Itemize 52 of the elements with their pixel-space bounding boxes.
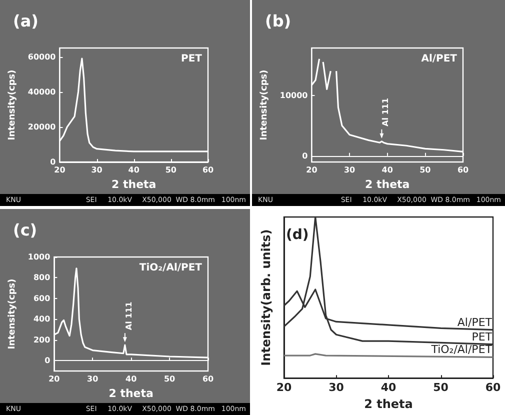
chart-title: (a) bbox=[13, 12, 38, 30]
x-tick-label: 50 bbox=[164, 374, 176, 384]
annotation: Al 111 bbox=[124, 301, 134, 330]
y-axis-title: Intensity(arb. units) bbox=[259, 229, 273, 366]
x-tick-label: 20 bbox=[54, 166, 66, 174]
x-tick-label: 40 bbox=[126, 374, 138, 384]
x-tick-label: 60 bbox=[485, 381, 501, 394]
x-tick-label: 40 bbox=[128, 166, 140, 174]
x-tick-label: 30 bbox=[344, 166, 356, 174]
x-tick-label: 40 bbox=[380, 381, 396, 394]
x-tick-label: 20 bbox=[276, 381, 292, 394]
y-tick-label: 10000 bbox=[280, 90, 308, 100]
x-tick-label: 50 bbox=[165, 166, 177, 174]
x-tick-label: 50 bbox=[433, 381, 449, 394]
y-axis-title: Intensity(cps) bbox=[8, 70, 18, 140]
y-tick-label: 800 bbox=[33, 273, 51, 282]
y-tick-label: 60000 bbox=[28, 52, 56, 62]
y-tick-label: 0 bbox=[50, 158, 56, 166]
y-tick-label: 600 bbox=[33, 294, 51, 303]
text: TiO₂/Al/PET bbox=[139, 262, 202, 274]
x-tick-label: 20 bbox=[48, 374, 60, 384]
series-label: TiO₂/Al/PET bbox=[430, 343, 492, 356]
x-tick-label: 30 bbox=[91, 166, 103, 174]
x-tick-label: 40 bbox=[382, 166, 394, 174]
x-tick-label: 30 bbox=[328, 381, 344, 394]
annotation: Al 111 bbox=[381, 98, 390, 126]
text: (d) bbox=[286, 227, 309, 243]
y-tick-label: 1000 bbox=[28, 252, 51, 262]
x-tick-label: 20 bbox=[306, 166, 318, 174]
y-tick-label: 200 bbox=[33, 335, 51, 344]
x-tick-label: 50 bbox=[420, 166, 432, 174]
y-axis-title: Intensity(cps) bbox=[260, 70, 270, 140]
y-tick-label: 400 bbox=[33, 314, 51, 324]
y-tick-label: 20000 bbox=[28, 122, 56, 132]
series-label: Al/PET bbox=[457, 316, 492, 329]
y-axis-title: Intensity(cps) bbox=[8, 278, 18, 350]
y-tick-label: 40000 bbox=[28, 87, 56, 96]
x-axis-title: 2 theta bbox=[364, 397, 413, 411]
x-axis-title: 2 theta bbox=[112, 178, 156, 191]
x-tick-label: 60 bbox=[202, 166, 214, 174]
text: PET bbox=[181, 54, 202, 64]
text: Al/PET bbox=[421, 54, 458, 64]
chart-title: (b) bbox=[265, 12, 292, 30]
x-tick-label: 60 bbox=[457, 166, 469, 174]
chart-title: (c) bbox=[13, 220, 38, 240]
x-tick-label: 30 bbox=[87, 374, 99, 384]
series-label: PET bbox=[472, 330, 492, 344]
x-axis-title: 2 theta bbox=[365, 178, 410, 191]
x-axis-title: 2 theta bbox=[108, 387, 154, 400]
x-tick-label: 60 bbox=[202, 374, 214, 384]
y-tick-label: 0 bbox=[302, 151, 308, 160]
y-tick-label: 0 bbox=[44, 356, 51, 366]
